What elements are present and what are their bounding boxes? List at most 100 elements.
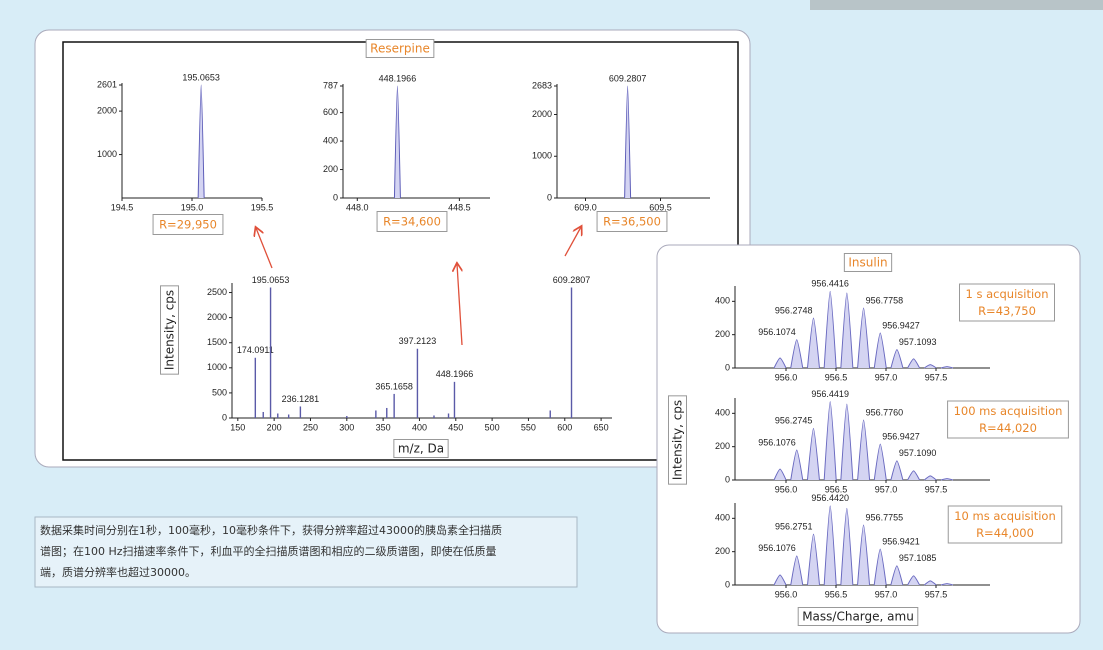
x-tick-label: 600 [557, 422, 572, 432]
peak-label: 609.2807 [609, 73, 647, 83]
y-tick-label: 500 [212, 387, 227, 397]
resolution-note: R=34,600 [383, 215, 441, 229]
note-box [947, 505, 1063, 544]
reserpine-panel [34, 29, 751, 468]
peak [773, 468, 787, 481]
note-box [152, 214, 224, 235]
x-tick-label: 200 [267, 422, 282, 432]
y-tick-label: 1000 [97, 149, 117, 159]
peak [857, 419, 871, 481]
y-tick-label: 200 [323, 164, 338, 174]
top-bar [810, 0, 1103, 10]
peak-label: 365.1658 [375, 381, 413, 391]
panel-title: Insulin [848, 256, 887, 270]
peak [890, 460, 904, 481]
x-tick-label: 195.5 [251, 202, 274, 212]
x-tick-label: 957.0 [875, 372, 898, 382]
peak-label: 956.2745 [775, 416, 813, 426]
x-tick-label: 300 [339, 422, 354, 432]
y-tick-label: 400 [715, 513, 730, 523]
x-tick-label: 609.0 [574, 202, 597, 212]
peak-label: 956.1074 [758, 327, 796, 337]
peak-label: 956.7760 [866, 407, 904, 417]
y-tick-label: 2000 [97, 105, 117, 115]
peak [857, 524, 871, 586]
x-tick-label: 350 [376, 422, 391, 432]
label-box [668, 395, 687, 485]
peak [873, 443, 887, 481]
peak-label: 956.4420 [811, 493, 849, 503]
peak-label: 956.7755 [866, 512, 904, 522]
y-axis-title: Intensity, cps [163, 290, 177, 370]
y-tick-label: 1000 [532, 151, 552, 161]
y-tick-label: 400 [715, 296, 730, 306]
peak-label: 956.4416 [811, 279, 849, 289]
y-tick-label: 787 [323, 80, 338, 90]
y-tick-label: 0 [725, 362, 730, 372]
y-tick-label: 0 [333, 192, 338, 202]
label-box [393, 439, 449, 458]
label-box [160, 285, 179, 375]
peak [806, 427, 820, 481]
resolution-note: 100 ms acquisition [954, 404, 1063, 418]
peak [923, 580, 937, 586]
x-tick-label: 500 [485, 422, 500, 432]
x-tick-label: 956.0 [775, 484, 798, 494]
peak-label: 956.1076 [758, 437, 796, 447]
panel-title: Reserpine [370, 42, 430, 56]
x-tick-label: 150 [230, 422, 245, 432]
y-tick-label: 400 [323, 135, 338, 145]
peak [823, 505, 837, 586]
y-tick-label: 200 [715, 546, 730, 556]
peak [840, 292, 854, 369]
peak [393, 85, 401, 199]
resolution-note: R=44,020 [979, 421, 1037, 435]
y-tick-label: 200 [715, 329, 730, 339]
y-tick-label: 2000 [532, 109, 552, 119]
resolution-note: R=36,500 [603, 215, 661, 229]
peak-label: 236.1281 [282, 394, 320, 404]
peak-label: 448.1966 [379, 73, 417, 83]
x-tick-label: 957.5 [925, 589, 948, 599]
note-box [376, 211, 448, 232]
caption-line: 谱图；在100 Hz扫描速率条件下，利血平的全扫描质谱图和相应的二级质谱图，即使… [40, 544, 497, 558]
peak [624, 85, 632, 199]
peak-label: 195.0653 [252, 275, 290, 285]
x-tick-label: 956.5 [825, 484, 848, 494]
y-tick-label: 600 [323, 107, 338, 117]
peak-label: 956.9421 [882, 537, 920, 547]
peak-label: 174.0911 [237, 345, 274, 355]
peak-label: 448.1966 [436, 369, 474, 379]
y-tick-label: 2000 [207, 312, 227, 322]
y-tick-label: 1000 [207, 362, 227, 372]
peak [940, 583, 954, 586]
peak [857, 307, 871, 369]
x-tick-label: 957.5 [925, 372, 948, 382]
x-tick-label: 448.0 [346, 202, 369, 212]
peak [197, 84, 205, 199]
y-tick-label: 1500 [207, 337, 227, 347]
y-axis-title: Intensity, cps [671, 400, 685, 480]
y-tick-label: 2601 [97, 79, 117, 89]
peak-label: 956.2751 [775, 522, 813, 532]
peak-label: 957.1085 [899, 553, 937, 563]
peak [940, 366, 954, 369]
peak [873, 548, 887, 586]
peak-label: 957.1090 [899, 448, 937, 458]
x-tick-label: 250 [303, 422, 318, 432]
peak [823, 290, 837, 369]
resolution-note: 1 s acquisition [966, 287, 1049, 301]
peak [940, 478, 954, 481]
peak [806, 317, 820, 369]
peak-label: 956.1076 [758, 543, 796, 553]
peak [907, 470, 921, 481]
peak [923, 475, 937, 481]
peak-label: 956.4419 [811, 389, 849, 399]
y-tick-label: 0 [725, 474, 730, 484]
x-tick-label: 650 [594, 422, 609, 432]
peak [924, 364, 937, 369]
x-tick-label: 400 [412, 422, 427, 432]
x-tick-label: 956.0 [775, 589, 798, 599]
